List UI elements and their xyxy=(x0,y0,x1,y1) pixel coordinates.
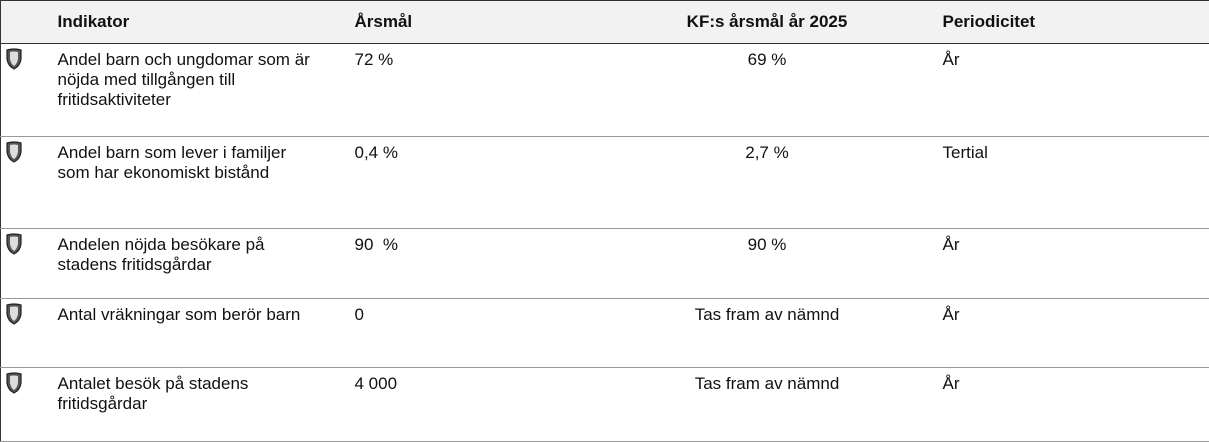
icon-cell xyxy=(1,44,49,137)
table-cell: Tertial xyxy=(934,137,1209,229)
table-cell: År xyxy=(934,229,1209,299)
icon-cell xyxy=(1,368,49,442)
table-cell: Andel barn som lever i familjer som har … xyxy=(49,137,346,229)
table-cell: 69 % xyxy=(601,44,934,137)
column-header: Indikator xyxy=(49,1,346,44)
icon-cell xyxy=(1,229,49,299)
header-row: Indikator Årsmål KF:s årsmål år 2025 Per… xyxy=(1,1,1209,44)
shield-icon xyxy=(5,303,23,325)
table-cell: År xyxy=(934,368,1209,442)
table-cell: Antal vräkningar som berör barn xyxy=(49,299,346,368)
shield-icon xyxy=(5,141,23,163)
shield-icon xyxy=(5,48,23,70)
table-row: Andelen nöjda besökare på stadens fritid… xyxy=(1,229,1209,299)
table-cell: År xyxy=(934,299,1209,368)
column-header: Årsmål xyxy=(346,1,601,44)
table-cell: Tas fram av nämnd xyxy=(601,299,934,368)
table-cell: 4 000 xyxy=(346,368,601,442)
column-header: Periodicitet xyxy=(934,1,1209,44)
table-cell: 0,4 % xyxy=(346,137,601,229)
table-cell: Tas fram av nämnd xyxy=(601,368,934,442)
table-cell: Antalet besök på stadens fritidsgårdar xyxy=(49,368,346,442)
shield-icon xyxy=(5,233,23,255)
icon-cell xyxy=(1,137,49,229)
column-header: KF:s årsmål år 2025 xyxy=(601,1,934,44)
table-body: Andel barn och ungdomar som är nöjda med… xyxy=(1,44,1209,442)
table-cell: 0 xyxy=(346,299,601,368)
table-cell: 90 % xyxy=(601,229,934,299)
table-row: Andel barn som lever i familjer som har … xyxy=(1,137,1209,229)
table-cell: Andel barn och ungdomar som är nöjda med… xyxy=(49,44,346,137)
icon-header xyxy=(1,1,49,44)
table-cell: Andelen nöjda besökare på stadens fritid… xyxy=(49,229,346,299)
table-cell: 90 % xyxy=(346,229,601,299)
table-row: Andel barn och ungdomar som är nöjda med… xyxy=(1,44,1209,137)
table-cell: 72 % xyxy=(346,44,601,137)
table-cell: 2,7 % xyxy=(601,137,934,229)
icon-cell xyxy=(1,299,49,368)
shield-icon xyxy=(5,372,23,394)
table-cell: År xyxy=(934,44,1209,137)
